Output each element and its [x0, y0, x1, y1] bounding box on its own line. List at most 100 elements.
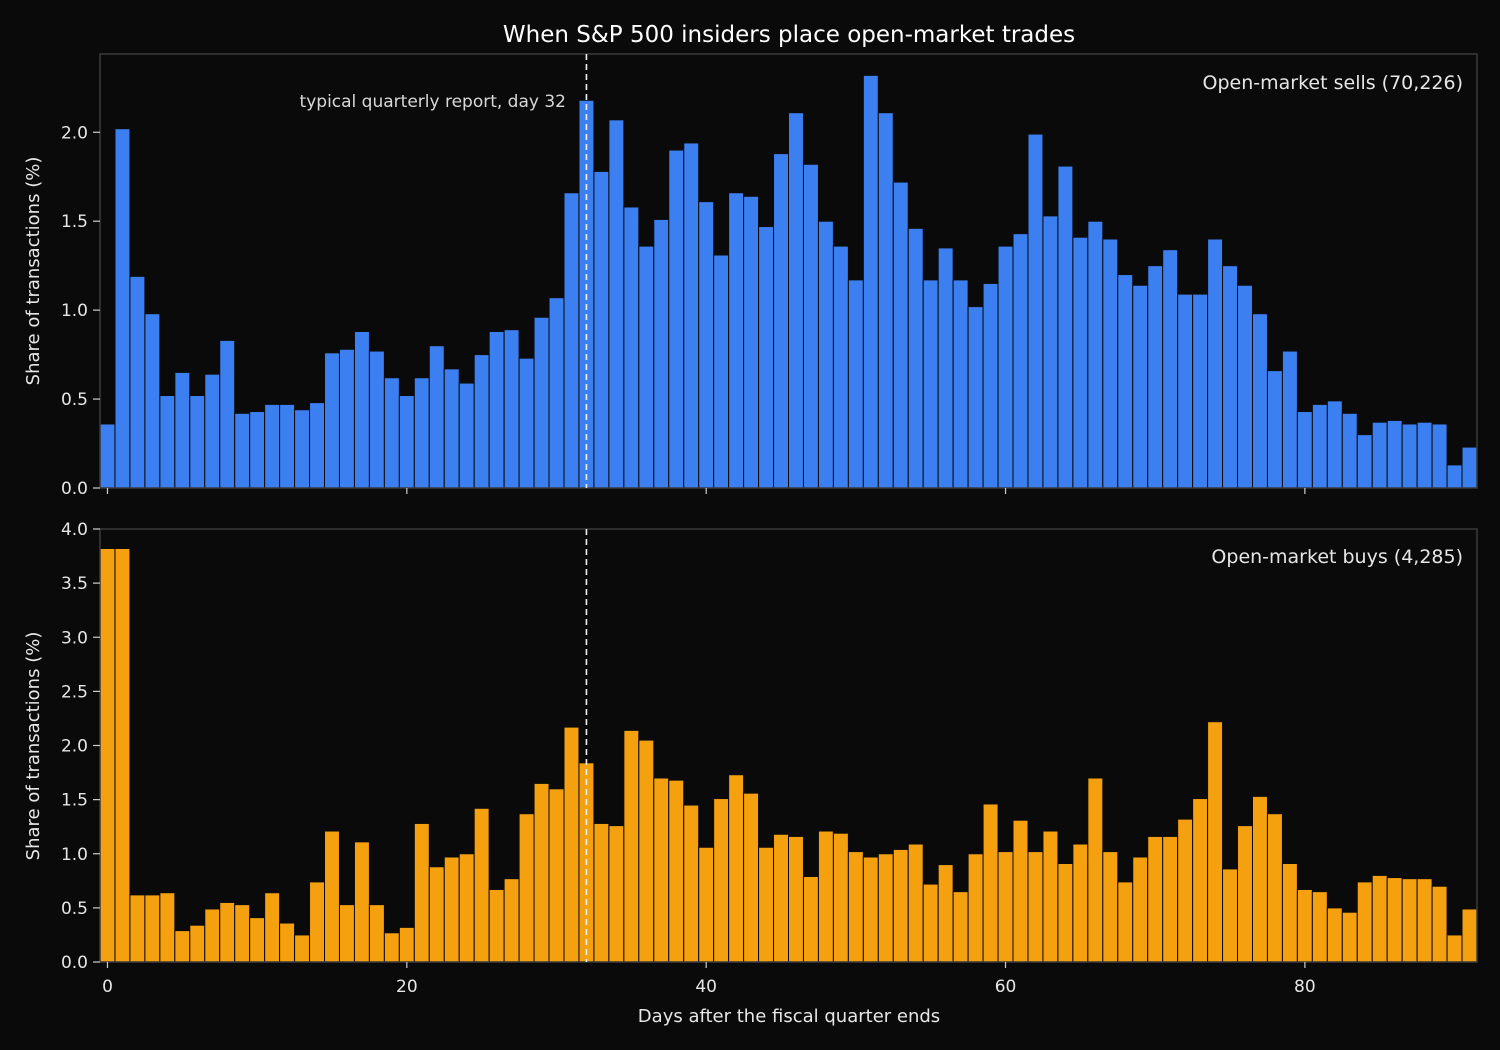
sells-bar-day-36 — [638, 245, 655, 489]
buys-bar-day-49 — [832, 832, 849, 963]
buys-bar-day-81 — [1311, 891, 1328, 963]
sells-bar-day-4 — [159, 395, 176, 489]
sells-bar-day-79 — [1281, 350, 1298, 489]
sells-bar-day-52 — [877, 112, 894, 489]
buys-bar-day-79 — [1281, 862, 1298, 963]
buys-bar-day-34 — [608, 825, 625, 963]
buys-bar-day-15 — [324, 830, 340, 963]
buys-bar-day-4 — [159, 892, 176, 963]
buys-bar-day-25 — [473, 807, 490, 963]
buys-bar-day-83 — [1341, 911, 1358, 963]
sells-bar-day-61 — [1012, 233, 1029, 489]
buys-series-label: Open-market buys (4,285) — [1211, 546, 1463, 568]
buys-bar-day-19 — [383, 932, 400, 963]
buys-bar-day-0 — [99, 547, 116, 963]
buys-y-tick-label-4: 2.0 — [61, 737, 88, 757]
buys-bar-day-80 — [1296, 888, 1313, 963]
buys-bar-day-78 — [1266, 813, 1283, 963]
chart-title: When S&P 500 insiders place open-market … — [503, 22, 1075, 48]
buys-bar-day-39 — [683, 804, 700, 963]
sells-bar-day-19 — [383, 377, 400, 489]
buys-bar-day-5 — [174, 930, 191, 963]
buys-bar-day-33 — [593, 822, 610, 963]
buys-bar-day-88 — [1416, 878, 1433, 963]
buys-bar-day-68 — [1117, 881, 1134, 963]
sells-bar-day-60 — [997, 245, 1014, 489]
sells-bar-day-11 — [264, 403, 281, 489]
buys-bar-day-60 — [997, 851, 1014, 963]
buys-bar-day-90 — [1446, 934, 1463, 963]
buys-bar-day-24 — [458, 853, 475, 963]
buys-bar-day-44 — [758, 846, 775, 963]
sells-bar-day-39 — [683, 142, 700, 489]
buys-bar-day-51 — [862, 856, 879, 963]
sells-bar-day-59 — [982, 282, 999, 489]
sells-bar-day-18 — [368, 350, 385, 489]
x-tick-label-0: 0 — [102, 977, 113, 997]
buys-bar-day-17 — [353, 841, 370, 963]
sells-bar-day-91 — [1461, 446, 1478, 489]
sells-bar-day-34 — [608, 119, 625, 489]
buys-bar-day-65 — [1072, 843, 1089, 963]
sells-bar-day-71 — [1162, 249, 1179, 489]
sells-bar-day-14 — [309, 402, 326, 489]
buys-bar-day-71 — [1162, 835, 1179, 963]
buys-bar-day-8 — [219, 901, 236, 963]
buys-bar-day-87 — [1401, 878, 1418, 963]
sells-bar-day-55 — [922, 279, 939, 489]
buys-bar-day-70 — [1147, 835, 1164, 963]
sells-bar-day-75 — [1222, 265, 1239, 489]
sells-bar-day-13 — [294, 409, 311, 489]
sells-bar-day-48 — [817, 220, 834, 489]
sells-bar-day-82 — [1326, 400, 1343, 489]
buys-y-axis: 0.0 0.5 1.0 1.5 2.0 2.5 3.0 3.5 4.0 — [61, 520, 100, 973]
sells-bar-day-69 — [1132, 284, 1149, 489]
buys-bar-day-82 — [1326, 907, 1343, 963]
buys-bar-day-89 — [1431, 885, 1448, 963]
buys-bar-day-53 — [892, 848, 909, 963]
buys-bar-day-22 — [428, 866, 445, 963]
buys-bar-day-56 — [937, 864, 954, 963]
sells-bar-day-41 — [713, 254, 730, 489]
sells-bar-day-46 — [788, 112, 804, 489]
sells-bar-day-24 — [458, 382, 475, 489]
buys-bar-day-91 — [1461, 908, 1478, 963]
sells-bar-day-63 — [1042, 215, 1059, 489]
sells-bar-day-78 — [1266, 370, 1283, 489]
sells-bar-day-67 — [1102, 238, 1119, 489]
buys-panel: 0.0 0.5 1.0 1.5 2.0 2.5 3.0 3.5 4.0 0 20 40 60 80 Op… — [23, 520, 1478, 997]
sells-bar-day-33 — [593, 170, 610, 489]
buys-bar-day-10 — [249, 917, 266, 963]
buys-y-tick-label-8: 4.0 — [61, 520, 88, 540]
buys-bar-day-64 — [1057, 862, 1074, 963]
sells-bar-day-51 — [862, 74, 879, 489]
sells-panel: 0.0 0.5 1.0 1.5 2.0 typical quarterly report… — [23, 53, 1478, 499]
buys-bar-day-85 — [1371, 874, 1388, 963]
buys-bar-day-47 — [802, 875, 819, 963]
sells-bar-day-23 — [443, 368, 460, 489]
sells-bar-day-72 — [1177, 293, 1194, 489]
sells-bar-day-25 — [473, 354, 490, 489]
sells-plot-frame — [99, 53, 1478, 489]
buys-bar-day-61 — [1012, 819, 1029, 963]
buys-bar-day-12 — [279, 922, 296, 963]
buys-bar-day-66 — [1087, 777, 1104, 963]
buys-bar-day-72 — [1177, 818, 1194, 963]
sells-bar-day-6 — [189, 395, 206, 489]
sells-bar-day-81 — [1311, 403, 1328, 489]
sells-bar-day-47 — [802, 163, 819, 489]
sells-bar-day-31 — [563, 192, 580, 489]
buys-bar-day-46 — [788, 835, 804, 963]
x-tick-label-3: 60 — [995, 977, 1017, 997]
buys-bar-day-21 — [413, 822, 430, 963]
sells-bar-day-29 — [533, 316, 550, 489]
sells-bar-day-30 — [548, 297, 565, 489]
buys-bar-day-84 — [1356, 881, 1373, 963]
buys-bar-day-2 — [129, 894, 146, 963]
sells-bar-day-21 — [413, 377, 430, 489]
buys-bar-day-29 — [533, 782, 550, 963]
buys-y-tick-label-0: 0.0 — [61, 953, 88, 973]
sells-bar-day-37 — [653, 218, 670, 489]
buys-bar-day-18 — [368, 904, 385, 963]
